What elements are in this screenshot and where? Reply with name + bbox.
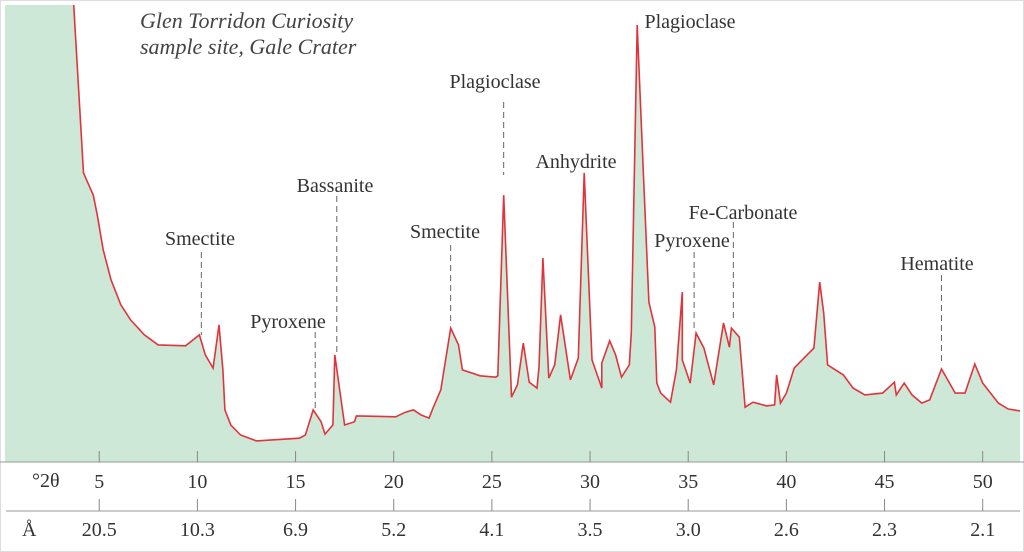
peak-label: Fe-Carbonate [689,202,798,224]
peak-label: Plagioclase [449,71,540,93]
plot-area [5,4,1021,462]
peak-label: Bassanite [297,175,374,197]
area-above-curve [5,5,1020,441]
x-tick-label: 20 [384,471,404,493]
x-tick-label: 45 [875,471,895,493]
x2-tick-label: 2.6 [774,519,799,541]
x-tick-label: 15 [286,471,306,493]
x2-tick-label: 20.5 [82,519,117,541]
peak-label: Smectite [165,228,235,250]
chart-title-line-1: Glen Torridon Curiosity [140,8,353,33]
x2-tick-label: 3.0 [676,519,701,541]
x2-tick-label: 10.3 [180,519,215,541]
annotations: Smectite Pyroxene Bassanite Smectite Plagioc… [165,11,974,410]
x-tick-label: 30 [580,471,600,493]
x2-tick-label: 2.3 [872,519,897,541]
x2-axis-label: Å [22,519,37,541]
x-tick-label: 40 [776,471,796,493]
peak-label: Pyroxene [654,230,730,252]
x2-tick-label: 3.5 [578,519,603,541]
peak-label: Smectite [410,221,480,243]
peak-label: Anhydrite [535,151,616,173]
peak-label: Hematite [900,253,973,275]
x2-tick-label: 6.9 [283,519,308,541]
x2-tick-label: 5.2 [381,519,406,541]
x-tick-label: 5 [94,471,104,493]
peak-label: Pyroxene [250,311,326,333]
chart-title-line-2: sample site, Gale Crater [140,34,357,59]
x-tick-label: 25 [482,471,502,493]
x2-tick-label: 2.1 [970,519,995,541]
x-tick-label: 10 [187,471,207,493]
x-tick-label: 50 [973,471,993,493]
x-tick-label: 35 [678,471,698,493]
axes: °2θ Å 5 20.5 10 10.3 15 6.9 20 5.2 25 4.1 30 3.5 35 3… [0,451,1024,541]
peak-label: Plagioclase [644,11,735,33]
x-axis-label: °2θ [32,470,60,492]
xrd-series-line [72,4,1021,442]
x2-tick-label: 4.1 [479,519,504,541]
